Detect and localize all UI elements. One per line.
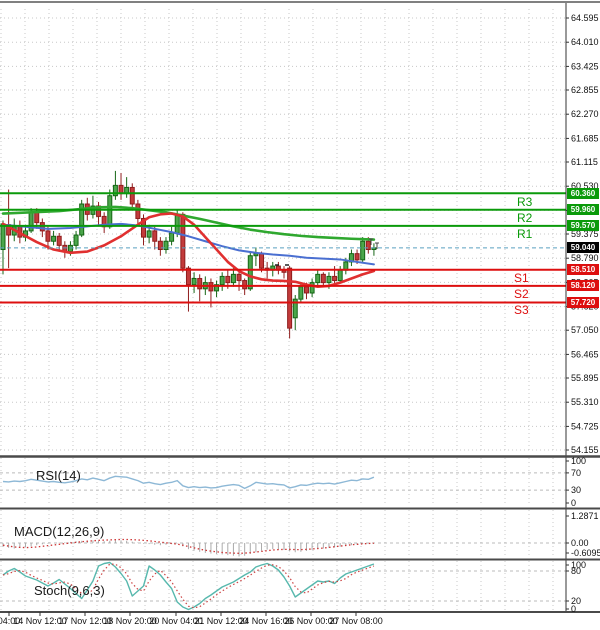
- gridlines: [0, 9, 566, 610]
- support-resistance-lines: [0, 192, 566, 304]
- price-axis-label: 62.855: [571, 85, 599, 95]
- candle-bearish: [354, 253, 360, 261]
- candlesticks: [0, 170, 377, 339]
- candle-bullish: [163, 240, 169, 251]
- price-axis-label: 59.945: [571, 205, 599, 215]
- price-axis-label: 58.790: [571, 253, 599, 263]
- candle-bearish: [135, 203, 141, 219]
- candle-bullish: [67, 244, 73, 253]
- price-axis-label: 64.595: [571, 13, 599, 23]
- candle-bearish: [259, 253, 265, 269]
- time-axis-label: 17 Nov 12:00: [58, 616, 112, 626]
- rsi-scale-label: 70: [571, 468, 581, 478]
- candle-bullish: [230, 273, 236, 284]
- time-axis-label: 24 Nov 16:00: [239, 616, 293, 626]
- price-axis-label: 59.375: [571, 229, 599, 239]
- stoch-scale-label: 100: [571, 560, 586, 570]
- candle-bearish: [34, 211, 40, 224]
- candle-bullish: [79, 203, 85, 236]
- macd-scale-label: -0.6095: [571, 548, 600, 558]
- price-axis-label: 63.425: [571, 61, 599, 71]
- candle-bearish: [365, 240, 371, 251]
- candle-bearish: [180, 213, 186, 269]
- price-axis-label: 55.310: [571, 397, 599, 407]
- candle-bullish: [0, 223, 6, 251]
- candle-bearish: [303, 286, 309, 294]
- price-axis-label: 58.205: [571, 277, 599, 287]
- time-axis-label: 21 Nov 12:00: [194, 616, 248, 626]
- time-axis-label: 14 Nov 12:00: [13, 616, 67, 626]
- candle-bearish: [332, 275, 338, 282]
- candle-bullish: [174, 213, 180, 234]
- macd-scale-label: 0.00: [571, 538, 589, 548]
- stoch-scale-label: 20: [571, 596, 581, 606]
- candle-bearish: [236, 273, 242, 282]
- indicator-panels: [2, 475, 375, 611]
- candle-bullish: [51, 235, 57, 242]
- candle-bullish: [214, 284, 220, 292]
- price-axis-label: 61.115: [571, 157, 598, 167]
- price-axis-label: 61.685: [571, 133, 599, 143]
- candle-bearish: [185, 267, 191, 286]
- candle-bullish: [73, 234, 79, 246]
- candle-bearish: [197, 277, 203, 290]
- candle-bullish: [107, 195, 113, 228]
- price-axis-label: 56.465: [571, 349, 599, 359]
- time-axis-label: 27 Nov 08:00: [329, 616, 383, 626]
- candle-bullish: [169, 232, 175, 242]
- time-axis-label: 04:00: [0, 616, 20, 626]
- price-axis-label: 64.010: [571, 37, 599, 47]
- candle-bullish: [247, 255, 253, 290]
- candle-bearish: [225, 275, 231, 284]
- candle-bullish: [219, 275, 225, 286]
- rsi-scale-label: 100: [571, 456, 586, 466]
- price-axis-label: 54.725: [571, 421, 599, 431]
- candle-bullish: [292, 298, 298, 319]
- candle-bearish: [152, 230, 158, 242]
- candle-bullish: [191, 277, 197, 286]
- candle-bullish: [146, 230, 152, 238]
- rsi-scale-label: 30: [571, 485, 581, 495]
- candle-bullish: [298, 286, 304, 300]
- candle-bullish: [337, 269, 343, 282]
- time-axis-label: 20 Nov 04:00: [149, 616, 203, 626]
- price-axis-label: 57.620: [571, 302, 599, 312]
- time-axis-label: 18 Nov 20:00: [103, 616, 157, 626]
- macd-scale-label: 1.2871: [571, 511, 599, 521]
- candle-bullish: [309, 282, 315, 294]
- price-axis-label: 57.050: [571, 325, 599, 335]
- ma-slow-green: [1, 205, 376, 241]
- candle-bearish: [320, 273, 326, 284]
- stoch-k-line: [2, 561, 375, 611]
- candle-bullish: [315, 273, 321, 284]
- candle-bullish: [112, 184, 118, 197]
- candle-bearish: [45, 230, 51, 242]
- candle-bullish: [360, 240, 366, 261]
- price-axis-label: 54.155: [571, 445, 599, 455]
- candle-bearish: [157, 240, 163, 251]
- stoch-scale-label: 80: [571, 566, 581, 576]
- candle-bearish: [242, 280, 248, 290]
- candle-bearish: [287, 267, 293, 329]
- price-axis-label: 62.270: [571, 109, 599, 119]
- chart-markers: [275, 238, 379, 266]
- price-axis-label: 55.895: [571, 373, 599, 383]
- price-axis-label: 60.530: [571, 181, 599, 191]
- ma-medium-blue: [2, 222, 375, 266]
- time-axis-label: 26 Nov 00:00: [284, 616, 338, 626]
- candle-bearish: [129, 186, 135, 205]
- stoch-d-line: [2, 563, 375, 609]
- rsi-scale-label: 0: [571, 498, 576, 508]
- rsi-line: [2, 475, 375, 490]
- candle-bearish: [56, 235, 62, 246]
- candle-bullish: [326, 275, 332, 284]
- stoch-scale-label: 0: [571, 604, 576, 614]
